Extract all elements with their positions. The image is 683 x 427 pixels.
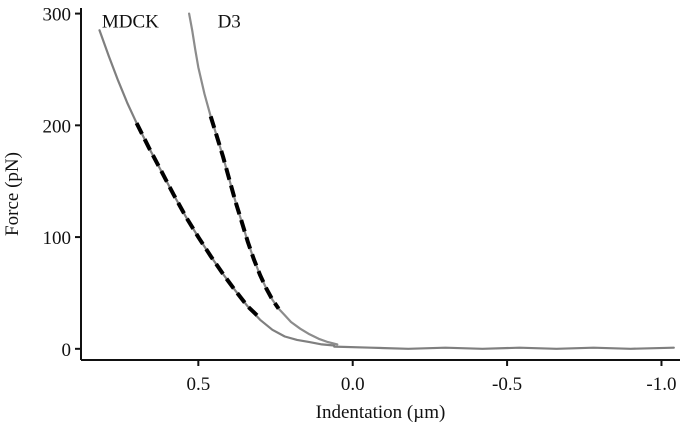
x-tick-label: 0.0 [341, 374, 365, 395]
y-tick-label: 100 [43, 228, 72, 249]
fit-line-0 [134, 122, 259, 317]
axes: 0.5 0.0 -0.5 -1.0 0 100 200 300 [43, 5, 680, 395]
x-ticks: 0.5 0.0 -0.5 -1.0 [186, 360, 677, 395]
plot-area [98, 12, 675, 350]
series-line-mdck [98, 29, 336, 347]
y-tick-label: 0 [62, 340, 72, 361]
x-axis-label: Indentation (µm) [316, 402, 446, 423]
series-label-mdck: MDCK [102, 12, 159, 33]
x-tick-label: -1.0 [646, 374, 676, 395]
x-tick-label: -0.5 [492, 374, 522, 395]
series-line-d3 [188, 12, 339, 346]
y-ticks: 0 100 200 300 [43, 5, 81, 361]
y-tick-label: 300 [43, 5, 72, 26]
fit-line-1 [208, 115, 281, 310]
y-tick-label: 200 [43, 116, 72, 137]
y-axis-label: Force (pN) [2, 152, 23, 236]
series-line-baseline [333, 345, 675, 350]
series-label-d3: D3 [218, 12, 241, 33]
series-labels: MDCK D3 [102, 12, 241, 33]
x-tick-label: 0.5 [186, 374, 210, 395]
